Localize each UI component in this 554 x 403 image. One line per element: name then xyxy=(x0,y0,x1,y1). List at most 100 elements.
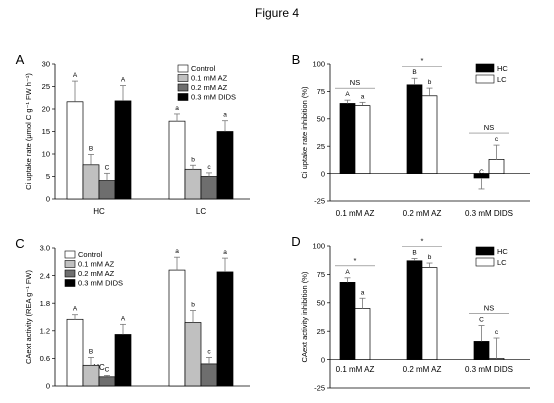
category-label: HC xyxy=(93,207,105,216)
legend-label: HC xyxy=(497,247,508,256)
significance-letter: A xyxy=(121,77,126,84)
bar xyxy=(473,341,490,360)
significance-letter: b xyxy=(191,302,195,309)
y-tick-label: -25 xyxy=(314,197,325,206)
category-label: 0.2 mM AZ xyxy=(403,365,442,374)
legend-label: Control xyxy=(78,250,103,259)
significance-letter: C xyxy=(105,164,110,171)
significance-letter: C xyxy=(479,169,484,176)
legend-swatch xyxy=(177,64,189,73)
y-axis-label: Ci uptake rate inhibition (%) xyxy=(300,86,309,179)
significance-letter: a xyxy=(361,289,365,296)
significance-letter: b xyxy=(428,254,432,261)
legend-swatch xyxy=(64,260,76,268)
bar xyxy=(421,267,438,360)
legend-swatch xyxy=(64,279,76,287)
significance-letter: A xyxy=(345,269,350,276)
y-tick-label: 20 xyxy=(42,105,50,114)
y-tick-label: -25 xyxy=(314,384,325,393)
significance-letter: c xyxy=(495,136,499,143)
legend-swatch xyxy=(475,257,495,267)
y-tick-label: 5 xyxy=(46,172,50,181)
legend-swatch xyxy=(64,269,76,278)
y-tick-label: 0.6 xyxy=(40,354,50,363)
bar xyxy=(200,363,218,387)
category-label: LC xyxy=(196,207,206,216)
significance-letter: b xyxy=(191,156,195,163)
bar xyxy=(354,308,371,360)
legend-label: 0.1 mM AZ xyxy=(191,74,228,83)
legend-swatch xyxy=(177,93,189,101)
panel-letter: C xyxy=(15,236,24,251)
bar xyxy=(354,105,371,174)
figure-title: Figure 4 xyxy=(254,6,300,20)
bar xyxy=(98,376,116,387)
y-axis-label: CAext activity (REA g⁻¹ FW) xyxy=(24,270,33,364)
legend-label: HC xyxy=(497,64,508,73)
y-tick-label: 0 xyxy=(46,382,50,391)
y-tick-label: 75 xyxy=(317,270,325,279)
bar xyxy=(82,364,100,387)
y-tick-label: 15 xyxy=(42,127,50,136)
bar xyxy=(339,103,356,174)
bar xyxy=(82,164,100,200)
legend-label: Control xyxy=(191,64,216,73)
bar xyxy=(168,269,186,387)
legend-label: 0.2 mM AZ xyxy=(78,269,115,278)
significance-letter: b xyxy=(428,79,432,86)
y-tick-label: 25 xyxy=(317,327,325,336)
significance-letter: a xyxy=(223,249,227,256)
bar xyxy=(488,159,505,174)
panel-letter: B xyxy=(292,52,301,67)
legend-label: 0.1 mM AZ xyxy=(78,260,115,269)
significance-mark: * xyxy=(421,56,424,65)
significance-letter: A xyxy=(73,72,78,79)
bar xyxy=(168,120,186,200)
bar xyxy=(98,180,116,200)
y-tick-label: 1.2 xyxy=(40,327,50,336)
legend-label: 0.3 mM DIDS xyxy=(78,279,123,288)
legend-label: LC xyxy=(497,258,507,267)
significance-letter: C xyxy=(105,366,110,373)
legend-swatch xyxy=(64,250,76,259)
legend-swatch xyxy=(475,246,495,256)
y-tick-label: 75 xyxy=(317,87,325,96)
bar xyxy=(406,84,423,174)
significance-letter: C xyxy=(479,317,484,324)
significance-mark: * xyxy=(421,236,424,245)
significance-letter: A xyxy=(345,91,350,98)
panel-letter: D xyxy=(291,234,300,249)
y-tick-label: 30 xyxy=(42,60,50,69)
legend-label: 0.2 mM AZ xyxy=(191,83,228,92)
category-label: 0.1 mM AZ xyxy=(336,365,375,374)
category-label: 0.3 mM DIDS xyxy=(465,365,513,374)
bar xyxy=(488,358,505,360)
y-tick-label: 100 xyxy=(312,242,325,251)
legend-swatch xyxy=(177,74,189,82)
significance-mark: NS xyxy=(350,78,360,87)
y-tick-label: 25 xyxy=(317,142,325,151)
significance-letter: B xyxy=(89,348,93,355)
y-axis-label: Ci uptake rate (μmol C g⁻¹ FW h⁻¹) xyxy=(24,73,33,190)
significance-letter: a xyxy=(175,105,179,112)
significance-letter: c xyxy=(207,348,211,355)
panel-d-chart: D -25 0 25 50 75 100 CAext activity inhibition … xyxy=(291,234,530,393)
y-tick-label: 0 xyxy=(321,169,325,178)
panel-b-chart: B -25 0 25 50 75 100 Ci uptake rate inhibition … xyxy=(292,52,530,218)
legend-label: LC xyxy=(497,75,507,84)
y-axis-label: CAext activity inhibition (%) xyxy=(300,271,309,362)
bar xyxy=(184,322,202,387)
bar xyxy=(216,131,234,200)
bar xyxy=(406,260,423,360)
significance-letter: c xyxy=(495,329,499,336)
category-label: 0.2 mM AZ xyxy=(403,209,442,218)
bar xyxy=(66,101,84,200)
significance-letter: B xyxy=(412,249,416,256)
y-tick-label: 100 xyxy=(312,60,325,69)
significance-letter: a xyxy=(223,112,227,119)
bar xyxy=(114,334,132,387)
category-label: 0.3 mM DIDS xyxy=(465,209,513,218)
significance-mark: NS xyxy=(484,304,494,313)
significance-letter: A xyxy=(121,315,126,322)
